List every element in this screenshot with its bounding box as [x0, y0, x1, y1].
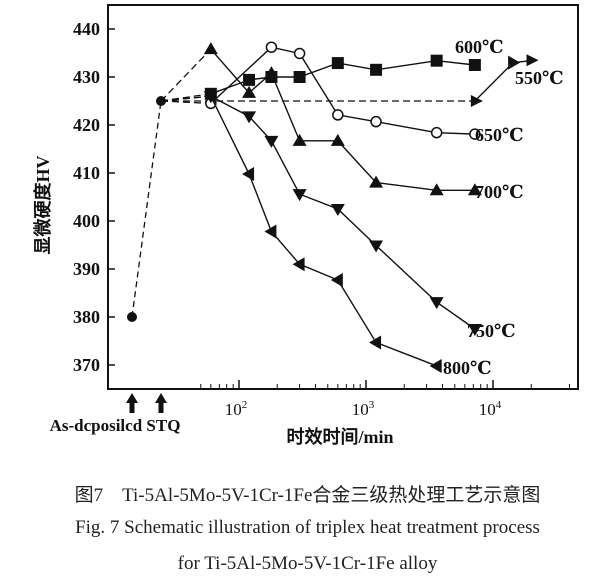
data-point — [429, 183, 444, 196]
data-point — [369, 175, 384, 188]
data-point — [467, 324, 482, 336]
data-point — [293, 71, 306, 83]
data-point — [430, 126, 443, 139]
series-line — [210, 95, 437, 367]
data-point — [292, 133, 307, 146]
data-point — [430, 54, 443, 67]
y-tick-label: 370 — [73, 355, 100, 375]
plot-frame — [107, 4, 579, 390]
caption-english-line1: Fig. 7 Schematic illustration of triplex… — [75, 517, 540, 538]
data-point — [370, 115, 382, 128]
x-tick-exponent: 3 — [369, 399, 375, 411]
x-tick-exponent: 4 — [496, 399, 502, 411]
x-tick-exponent: 2 — [242, 399, 248, 411]
x-tick-label: 104 — [479, 399, 502, 419]
series-line — [210, 48, 475, 191]
data-point — [292, 257, 305, 272]
data-point — [203, 42, 218, 55]
dashed-line — [160, 100, 211, 105]
pre-point-labels: As-dcposilcd STQ — [50, 416, 181, 435]
data-point-as-deposited — [127, 312, 137, 322]
y-tick-label: 440 — [73, 19, 100, 39]
y-tick-label: 380 — [73, 307, 100, 327]
data-point — [508, 55, 521, 70]
data-point — [242, 111, 257, 124]
y-tick-label: 410 — [73, 163, 100, 183]
data-point — [330, 204, 345, 216]
data-point — [203, 89, 216, 104]
data-point — [264, 224, 277, 239]
x-axis-label: 时效时间/min — [286, 426, 393, 447]
caption-english-line2: for Ti-5Al-5Mo-5V-1Cr-1Fe alloy — [177, 553, 438, 574]
up-arrow-icon — [126, 393, 138, 413]
y-tick-label: 390 — [73, 259, 100, 279]
dashed-line — [131, 100, 162, 318]
data-point — [242, 85, 257, 98]
x-tick-label: 103 — [352, 399, 375, 419]
x-tick-label: 102 — [225, 399, 248, 419]
series-line — [210, 95, 476, 330]
y-tick-label: 420 — [73, 115, 100, 135]
data-point — [330, 273, 343, 288]
data-point — [468, 59, 481, 71]
data-point — [243, 73, 256, 86]
data-point — [264, 66, 279, 79]
data-point — [370, 63, 383, 76]
data-point — [265, 41, 278, 53]
data-point — [467, 183, 482, 196]
data-point — [242, 166, 255, 181]
dashed-line — [160, 93, 211, 102]
data-point — [331, 57, 344, 70]
data-point — [330, 133, 345, 146]
y-tick-label: 400 — [73, 211, 100, 231]
arrow-head-icon — [470, 95, 483, 107]
series-label: 550℃ — [515, 68, 564, 88]
series-label: 600℃ — [455, 37, 504, 57]
series-label: 800℃ — [443, 358, 492, 378]
series-label: 700℃ — [475, 182, 524, 202]
data-point — [429, 297, 444, 310]
y-axis-label: 显微硬度HV — [32, 155, 53, 254]
series-label: 650℃ — [475, 125, 524, 145]
caption-chinese: 图7 Ti-5Al-5Mo-5V-1Cr-1Fe合金三级热处理工艺示意图 — [74, 485, 541, 506]
data-point — [292, 189, 307, 202]
data-point — [332, 109, 344, 121]
data-point — [293, 47, 306, 60]
data-point — [264, 135, 279, 148]
up-arrow-icon — [155, 393, 167, 413]
hardness-chart: 370 380 390 400 410 420 430 440 102 103 104 时效时间/mi… — [32, 4, 579, 447]
y-tick-label: 430 — [73, 67, 100, 87]
data-point — [429, 358, 442, 373]
dashed-line — [160, 95, 211, 102]
data-point — [369, 335, 382, 350]
dashed-line — [160, 48, 212, 102]
series-label: 750℃ — [467, 321, 516, 341]
data-point — [369, 240, 384, 253]
data-point — [469, 128, 481, 140]
